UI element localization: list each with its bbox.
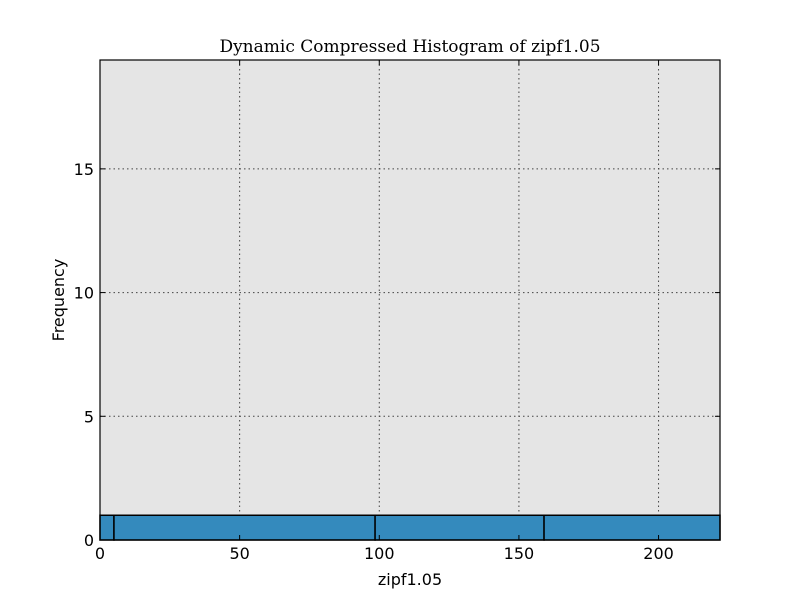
plot-frame xyxy=(99,59,721,541)
x-tick-label: 100 xyxy=(364,544,395,563)
histogram-bar xyxy=(113,514,376,541)
y-tick-label: 5 xyxy=(84,407,94,426)
y-tick-label: 15 xyxy=(74,160,94,179)
x-tick-label: 200 xyxy=(643,544,674,563)
x-tick-label: 0 xyxy=(95,544,105,563)
chart-title: Dynamic Compressed Histogram of zipf1.05 xyxy=(219,37,600,57)
y-axis-ticks: 0 5 10 15 xyxy=(74,160,720,550)
x-tick-label: 150 xyxy=(504,544,535,563)
histogram-bar xyxy=(543,514,721,541)
histogram-bar xyxy=(99,514,115,541)
y-tick-label: 10 xyxy=(74,284,94,303)
plot-area xyxy=(100,60,720,540)
y-axis-label: Frequency xyxy=(49,259,68,342)
histogram-bars xyxy=(99,514,721,541)
x-tick-label: 50 xyxy=(229,544,249,563)
x-axis-label: zipf1.05 xyxy=(378,570,442,589)
y-tick-label: 0 xyxy=(84,531,94,550)
grid-lines xyxy=(100,60,720,540)
x-axis-ticks: 0 50 100 150 200 xyxy=(95,60,674,563)
